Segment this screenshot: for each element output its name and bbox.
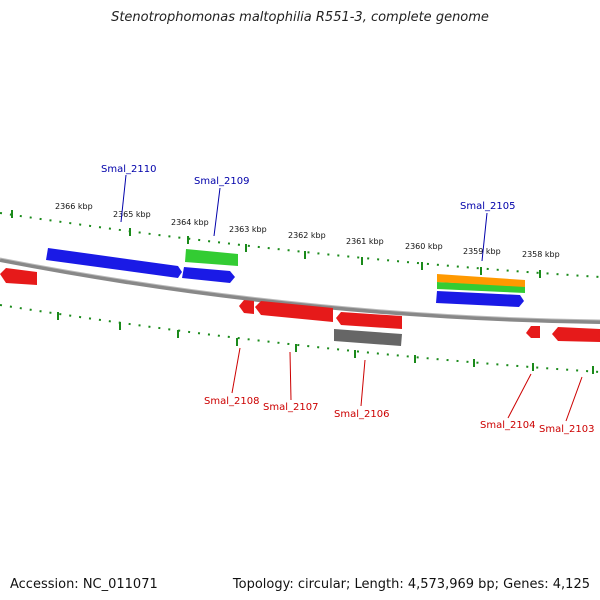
scale-label: 2365 kbp bbox=[113, 210, 151, 219]
scale-label: 2361 kbp bbox=[346, 237, 384, 246]
gene-label-smal-2109[interactable]: Smal_2109 bbox=[194, 176, 249, 187]
gene-arrow[interactable] bbox=[436, 291, 524, 307]
gene-label-smal-2104[interactable]: Smal_2104 bbox=[480, 420, 535, 431]
gene-arrow[interactable] bbox=[0, 268, 37, 285]
gene-label-smal-2105[interactable]: Smal_2105 bbox=[460, 201, 515, 212]
scale-label: 2358 kbp bbox=[522, 250, 560, 259]
gene-label-smal-2103[interactable]: Smal_2103 bbox=[539, 424, 594, 435]
scale-label: 2364 kbp bbox=[171, 218, 209, 227]
other-gene[interactable] bbox=[437, 274, 525, 287]
rna-gene[interactable] bbox=[185, 249, 238, 266]
scale-labels: 2366 kbp 2365 kbp 2364 kbp 2363 kbp 2362… bbox=[55, 202, 560, 259]
map-title: Stenotrophomonas maltophilia R551-3, com… bbox=[111, 10, 489, 25]
scale-label: 2360 kbp bbox=[405, 242, 443, 251]
rna-gene[interactable] bbox=[437, 282, 525, 293]
gene-label-smal-2107[interactable]: Smal_2107 bbox=[263, 402, 318, 413]
scale-label: 2359 kbp bbox=[463, 247, 501, 256]
scale-label: 2362 kbp bbox=[288, 231, 326, 240]
scale-label: 2363 kbp bbox=[229, 225, 267, 234]
accession-text: Accession: NC_011071 bbox=[10, 577, 158, 592]
genome-summary-text: Topology: circular; Length: 4,573,969 bp… bbox=[232, 577, 590, 592]
reverse-genes bbox=[0, 268, 600, 346]
scale-label: 2366 kbp bbox=[55, 202, 93, 211]
gene-arrow[interactable] bbox=[552, 327, 600, 342]
forward-genes bbox=[46, 248, 525, 307]
gene-label-smal-2108[interactable]: Smal_2108 bbox=[204, 396, 259, 407]
gene-arrow[interactable] bbox=[239, 300, 254, 314]
gene-arrow[interactable] bbox=[182, 267, 235, 283]
gene-label-smal-2106[interactable]: Smal_2106 bbox=[334, 409, 389, 420]
gene-arrow[interactable] bbox=[46, 248, 182, 278]
pseudo-gene[interactable] bbox=[334, 329, 402, 346]
gene-arrow[interactable] bbox=[336, 312, 402, 329]
genome-backbone bbox=[0, 258, 600, 324]
upper-scale bbox=[0, 212, 600, 278]
forward-gene-labels: Smal_2110 Smal_2109 Smal_2105 bbox=[101, 164, 515, 262]
gene-arrow[interactable] bbox=[526, 326, 540, 338]
gene-label-smal-2110[interactable]: Smal_2110 bbox=[101, 164, 156, 175]
reverse-gene-labels: Smal_2108 Smal_2107 Smal_2106 Smal_2104 … bbox=[204, 347, 594, 435]
gene-arrow[interactable] bbox=[255, 301, 333, 322]
